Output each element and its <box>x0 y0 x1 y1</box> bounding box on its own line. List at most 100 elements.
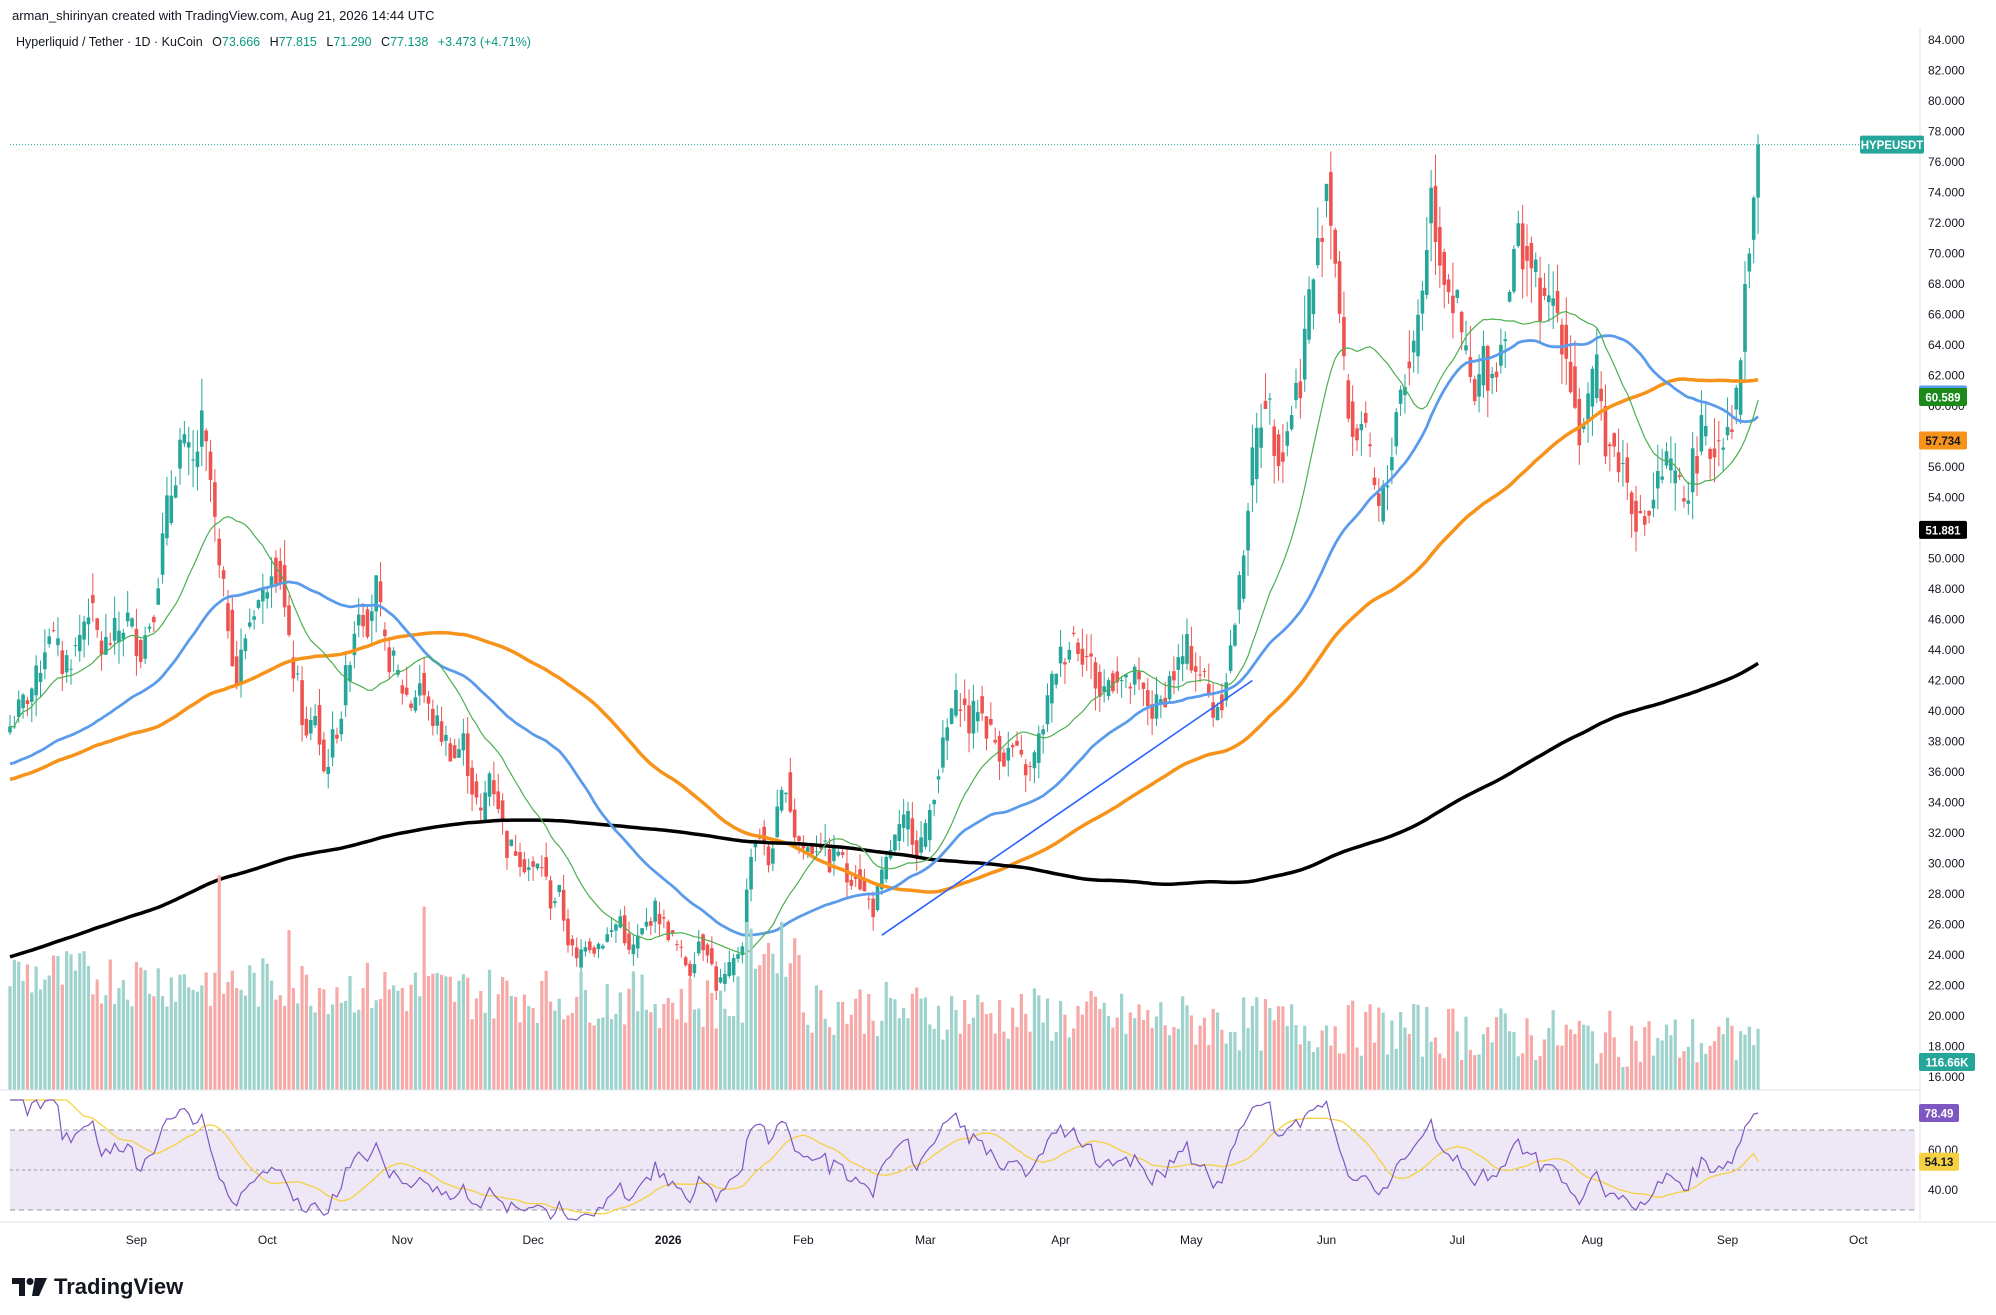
candle-body <box>261 587 265 602</box>
candle-body <box>823 840 827 842</box>
volume-bar <box>762 953 766 1090</box>
volume-bar <box>505 980 509 1090</box>
candle-body <box>696 941 701 954</box>
volume-bar <box>1660 1040 1664 1090</box>
candle-body <box>901 814 906 828</box>
candle-body <box>788 772 793 812</box>
volume-bar <box>1682 1051 1686 1090</box>
price-tick-label: 36.000 <box>1928 765 1965 779</box>
price-tick-label: 72.000 <box>1928 216 1965 230</box>
candle-body <box>784 792 788 795</box>
volume-bar <box>444 976 448 1090</box>
volume-bar <box>178 974 182 1090</box>
volume-bar <box>1181 996 1185 1090</box>
volume-bar <box>618 992 622 1090</box>
candle-body <box>1503 339 1508 342</box>
price-pane[interactable] <box>8 134 1920 1001</box>
volume-bar <box>1067 1037 1071 1090</box>
volume-bar <box>483 1012 487 1090</box>
time-tick-label: Oct <box>258 1233 277 1247</box>
volume-bar <box>431 973 435 1090</box>
candle-body <box>73 645 78 647</box>
volume-bar <box>1695 1062 1699 1090</box>
candle-body <box>762 826 766 842</box>
candle-body <box>300 680 304 726</box>
volume-bar <box>43 979 47 1090</box>
volume-bar <box>51 955 56 1090</box>
candle-body <box>1638 510 1643 514</box>
volume-bar <box>248 965 252 1090</box>
volume-bar <box>1351 1000 1355 1090</box>
candle-body <box>1590 368 1595 407</box>
candle-body <box>77 634 82 652</box>
volume-bar <box>1285 1026 1289 1090</box>
volume-bar <box>1460 1059 1464 1090</box>
candle-body <box>1472 379 1477 402</box>
volume-bar <box>801 1012 805 1090</box>
candle-body <box>1695 456 1699 474</box>
volume-bar <box>1664 1024 1669 1090</box>
candle-body <box>579 949 583 968</box>
volume-bar <box>1595 1063 1599 1090</box>
volume-bar <box>570 1013 574 1090</box>
volume-bar <box>86 965 91 1090</box>
volume-bar <box>531 1008 535 1090</box>
volume-bar <box>1464 1016 1468 1090</box>
candle-body <box>165 495 169 539</box>
volume-bar <box>1673 1019 1677 1090</box>
candle-body <box>544 857 548 877</box>
candle-body <box>457 749 461 758</box>
candle-body <box>1682 498 1686 502</box>
volume-bar <box>596 1018 601 1090</box>
volume-bar <box>1106 1016 1111 1090</box>
candle-body <box>1054 673 1059 685</box>
volume-bar <box>1185 1005 1189 1090</box>
candle-body <box>426 696 431 704</box>
volume-bar <box>174 1001 178 1090</box>
candle-body <box>1743 284 1747 352</box>
candle-body <box>322 739 326 772</box>
candle-body <box>736 954 740 959</box>
candle-body <box>221 570 226 579</box>
candle-body <box>592 947 596 954</box>
candle-body <box>1167 676 1172 700</box>
candle-body <box>265 592 269 599</box>
candle-body <box>91 595 95 604</box>
volume-bar <box>1756 1028 1760 1090</box>
volume-bar <box>352 1012 356 1090</box>
candle-body <box>152 616 156 623</box>
candle-body <box>1656 471 1660 489</box>
symbol-title[interactable]: Hyperliquid / Tether · 1D · KuCoin <box>16 35 203 49</box>
ma-50-line <box>9 334 1759 937</box>
candle-body <box>980 696 984 714</box>
price-tick-label: 34.000 <box>1928 796 1965 810</box>
volume-bar <box>1250 1005 1254 1090</box>
candle-body <box>1141 682 1146 689</box>
candle-body <box>596 943 601 950</box>
volume-bar <box>1525 1018 1529 1090</box>
candle-body <box>1403 387 1407 396</box>
candle-body <box>1381 484 1385 522</box>
volume-bar <box>12 959 16 1090</box>
volume-bar <box>1259 1050 1263 1090</box>
tradingview-logo[interactable]: TradingView <box>12 1274 183 1300</box>
volume-bar <box>1717 1026 1721 1090</box>
volume-bar <box>958 1033 962 1090</box>
volume-bar <box>1115 1017 1119 1090</box>
candle-body <box>138 639 143 662</box>
volume-bar <box>1372 1042 1377 1090</box>
rsi-pane[interactable] <box>10 1099 1915 1221</box>
volume-bar <box>117 988 121 1090</box>
volume-bar <box>1516 1056 1520 1090</box>
volume-bar <box>1399 1012 1403 1090</box>
volume-bar <box>1442 1058 1446 1090</box>
candle-body <box>840 852 845 855</box>
candle-body <box>1529 242 1534 269</box>
volume-bar <box>1211 1008 1215 1090</box>
support-trendline <box>881 679 1253 936</box>
time-tick-label: May <box>1180 1233 1203 1247</box>
candle-body <box>470 767 474 795</box>
volume-bar <box>644 1009 649 1090</box>
volume-bar <box>518 1022 522 1090</box>
